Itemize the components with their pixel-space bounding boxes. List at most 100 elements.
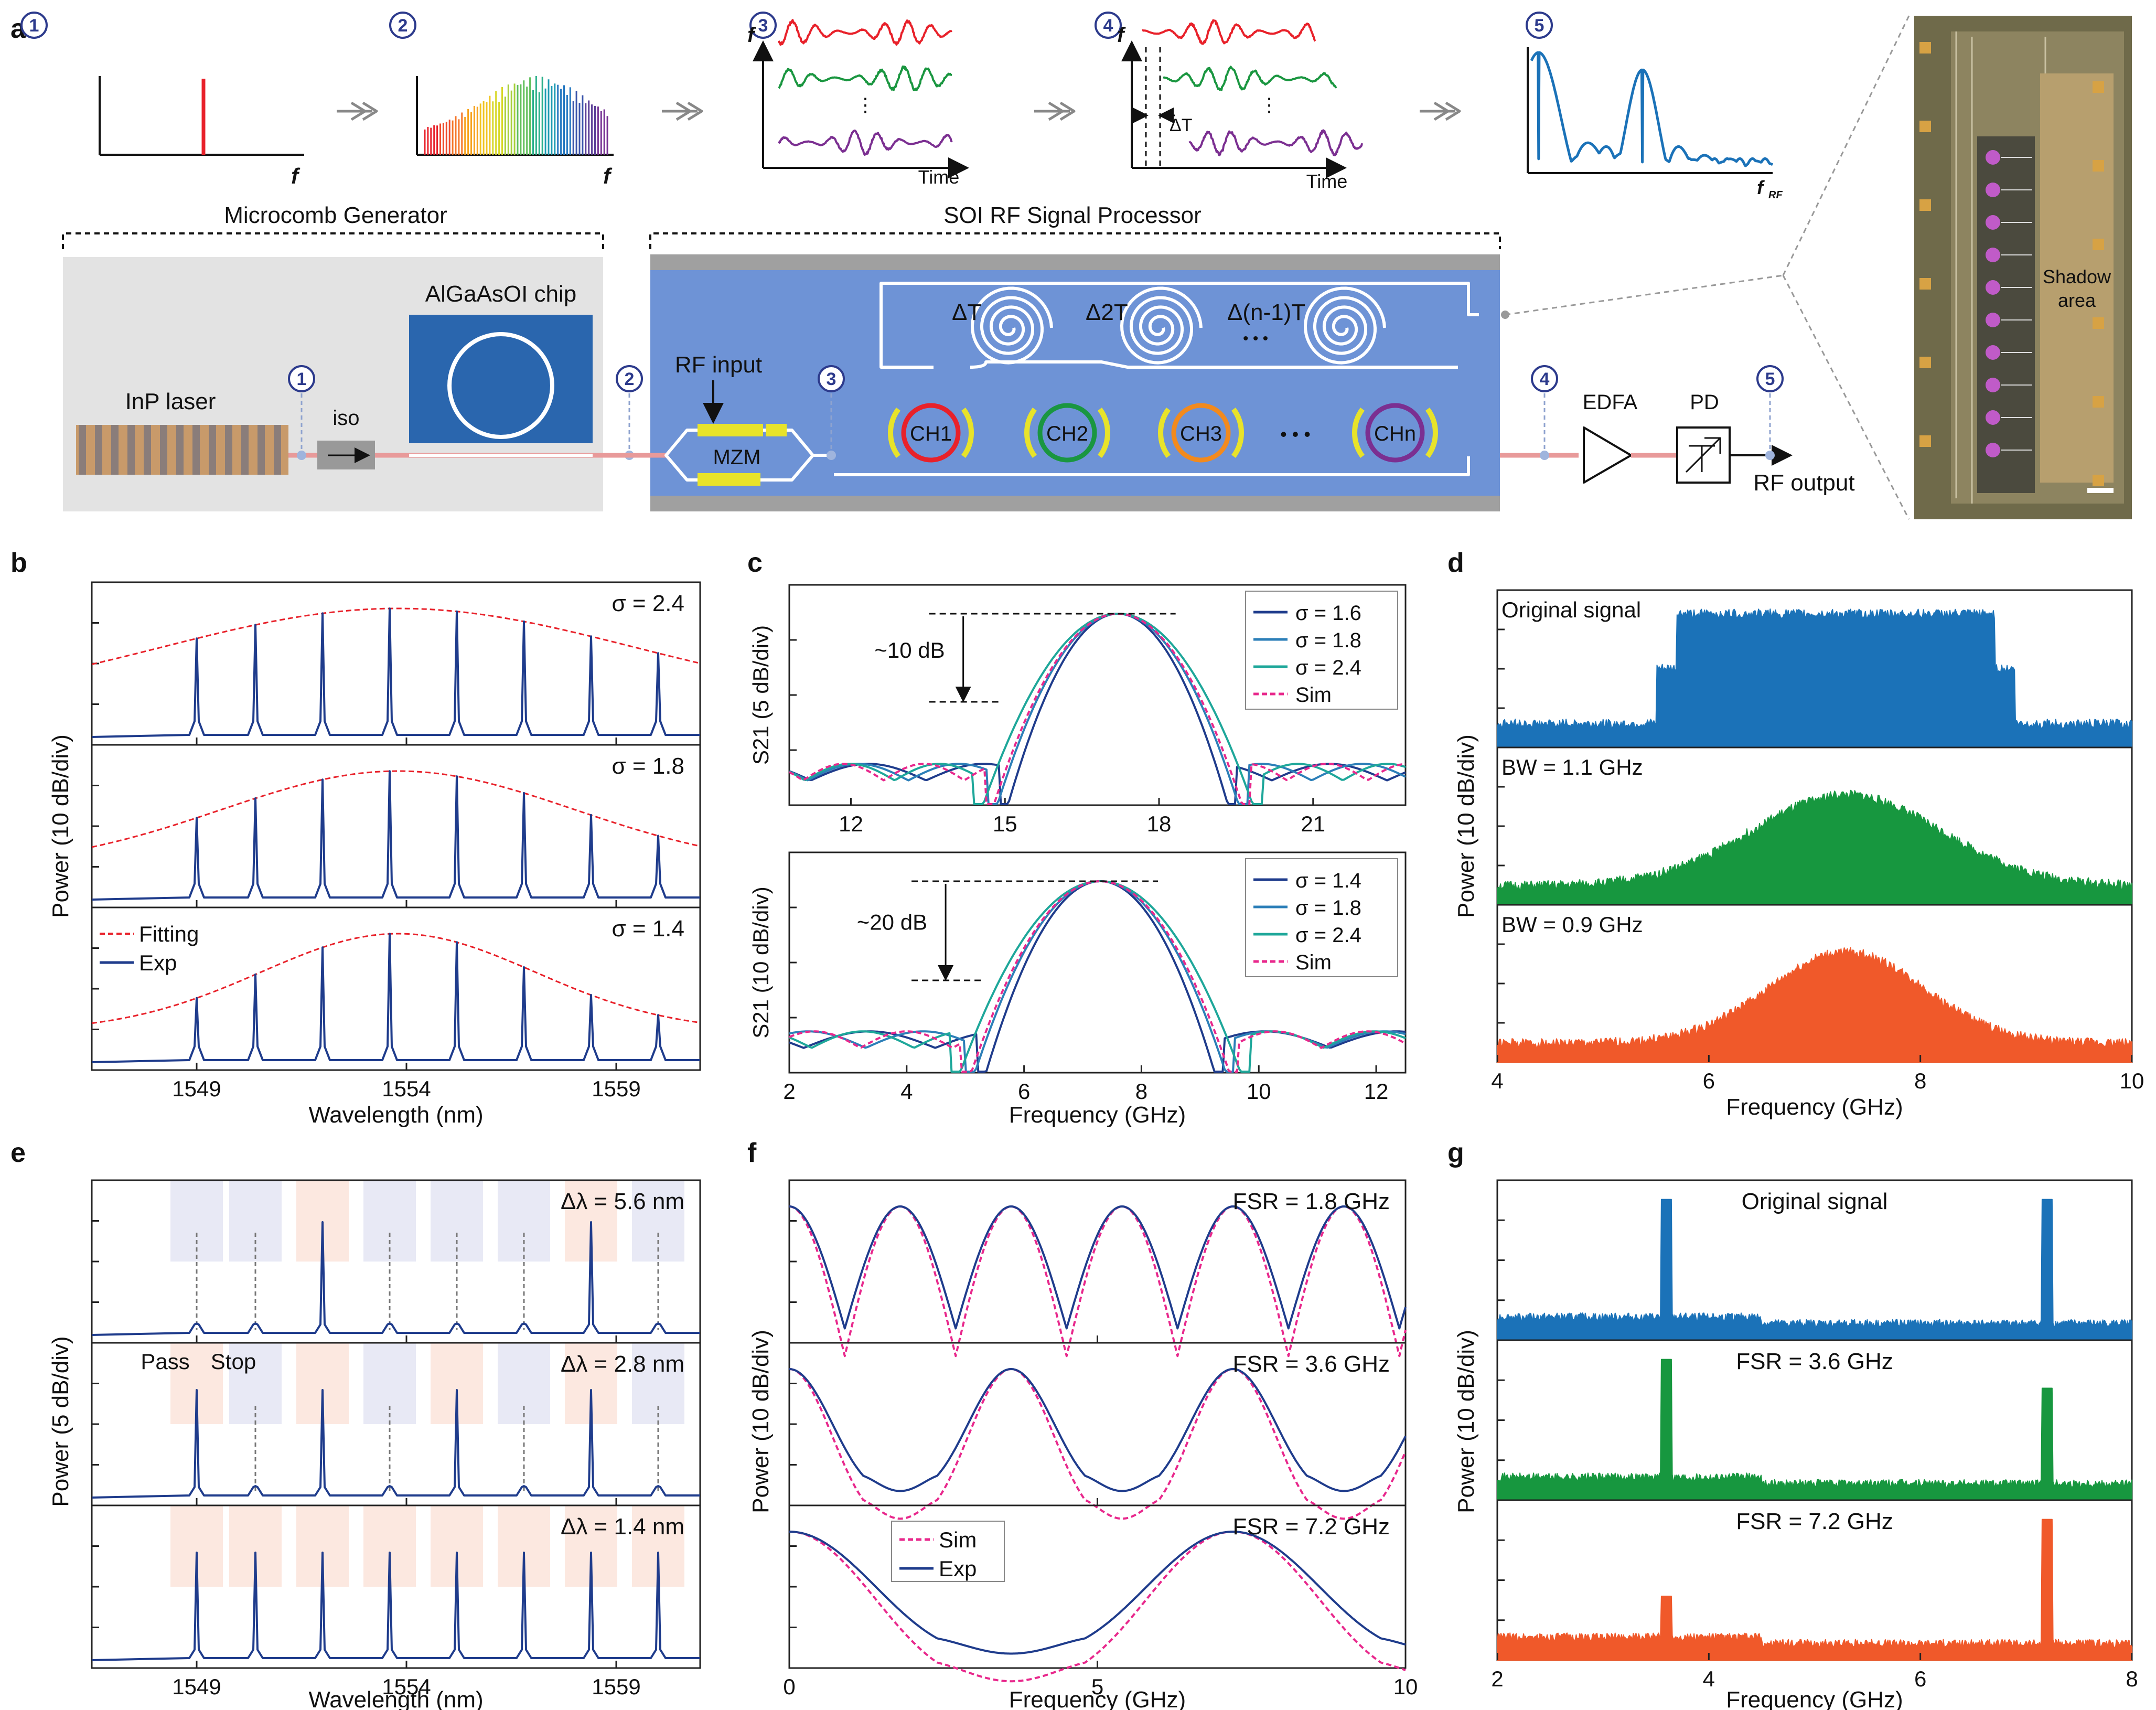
g-label-3: FSR = 7.2 GHz	[1736, 1509, 1893, 1534]
panel-label-b: b	[10, 548, 27, 578]
c-legend-label-1-1: σ = 1.6	[1295, 602, 1361, 625]
step4-f-label: f	[1117, 24, 1126, 47]
heater-right-3	[1231, 408, 1244, 458]
inp-laser-stripe	[241, 425, 249, 475]
step4-time-label: Time	[1306, 170, 1348, 192]
g-bottom-ticklabel: 6	[1914, 1666, 1926, 1691]
zoom-point	[1501, 311, 1509, 319]
f-label-1: FSR = 1.8 GHz	[1232, 1189, 1390, 1214]
step5-frf-sub: RF	[1768, 189, 1783, 201]
mzm-electrode-1	[698, 424, 763, 436]
probe-step-4	[1531, 365, 1558, 392]
f-curve-1-sim	[789, 1205, 1407, 1358]
rf-input-label: RF input	[675, 352, 762, 378]
b-bottom-ticklabel: 1554	[382, 1076, 431, 1101]
b-bottom-ticklabel: 1559	[592, 1076, 640, 1101]
step1-f-label: f	[291, 164, 301, 188]
e-shade-stop	[229, 1343, 282, 1424]
d-spectrum-2	[1497, 789, 2132, 905]
step4-wave-green	[1163, 66, 1337, 91]
micrograph-ring	[1986, 443, 2000, 457]
micrograph-ring	[1986, 378, 2000, 392]
delay-label-2: Δ2T	[1086, 300, 1128, 325]
micrograph-pad	[2093, 239, 2104, 250]
inp-laser-stripe	[79, 425, 86, 475]
inp-laser-stripe	[274, 425, 281, 475]
flow-arrow-4-b	[1445, 101, 1461, 121]
probe-step-1-label: 1	[297, 369, 307, 389]
b-exp-spectrum-2	[91, 770, 700, 901]
g-label-1: Original signal	[1742, 1189, 1888, 1214]
step5-rf-response	[1530, 51, 1774, 167]
c-curve-2-4	[789, 880, 1406, 1073]
d-label-3: BW = 0.9 GHz	[1501, 912, 1643, 937]
channel-ring-3	[1171, 403, 1231, 463]
microcomb-bracket	[62, 232, 604, 249]
c-2-ticklabel: 6	[1018, 1079, 1030, 1104]
e-spectrum-2	[91, 1389, 700, 1499]
d-bottom-ticklabel: 4	[1491, 1068, 1503, 1093]
f-legend-exp: Exp	[939, 1556, 977, 1581]
panel-label-d: d	[1447, 548, 1464, 578]
b-exp-spectrum-3	[91, 933, 700, 1063]
step4-wave-purple	[1188, 129, 1363, 156]
e-shade-stop	[632, 1343, 684, 1424]
f-ylabel: Power (10 dB/div)	[748, 1330, 774, 1513]
g-spectrum-3	[1497, 1519, 2132, 1661]
g-bottom-ticklabel: 8	[2126, 1666, 2138, 1691]
micrograph-pad	[1919, 435, 1931, 447]
micrograph-ring	[1986, 280, 2000, 295]
c-2-ticklabel: 12	[1364, 1079, 1389, 1104]
b-sigma-label-3: σ = 1.4	[612, 916, 684, 942]
g-label-2: FSR = 3.6 GHz	[1736, 1349, 1893, 1374]
micrograph-ring	[1986, 313, 2000, 327]
b-legend-fit: Fitting	[139, 922, 199, 946]
step4-wave-red	[1142, 19, 1316, 45]
b-fit-curve-2	[91, 770, 701, 848]
b-ylabel: Power (10 dB/div)	[48, 734, 73, 918]
e-shade-stop	[363, 1343, 416, 1424]
spiral-delay-3	[1304, 286, 1386, 365]
inp-laser-stripe	[209, 425, 216, 475]
panel-label-c: c	[747, 548, 763, 578]
micrograph-pad	[1919, 42, 1931, 54]
panel-label-f: f	[747, 1138, 757, 1168]
inp-laser-stripe	[176, 425, 184, 475]
f-legend-box	[891, 1521, 1005, 1582]
b-xlabel: Wavelength (nm)	[308, 1102, 483, 1128]
e-stop-label: Stop	[211, 1349, 256, 1374]
c-legend-label-1-4: Sim	[1295, 683, 1332, 707]
b-sigma-label-1: σ = 2.4	[612, 591, 684, 616]
flow-arrow-2-b	[687, 101, 703, 121]
b-fit-curve-3	[91, 933, 701, 1024]
micrograph-pad	[2093, 81, 2104, 93]
g-bottom-ticklabel: 2	[1491, 1666, 1503, 1691]
heater-right-1	[961, 408, 974, 458]
probe-step-4-label: 4	[1540, 369, 1550, 389]
step-circle-3-label: 3	[758, 16, 768, 36]
c-legend-label-1-3: σ = 2.4	[1295, 656, 1361, 679]
c-1-ticklabel: 12	[839, 811, 863, 836]
probe-step-2-label: 2	[625, 369, 635, 389]
c-legend-label-2-4: Sim	[1295, 951, 1332, 974]
channel-ring-1	[901, 403, 961, 463]
spiral-delay-2	[1120, 286, 1203, 365]
step-circle-5-label: 5	[1535, 16, 1544, 36]
e-ylabel: Power (5 dB/div)	[48, 1336, 73, 1506]
inp-laser-stripe	[225, 425, 232, 475]
inp-laser-stripe	[144, 425, 151, 475]
d-bottom-ticklabel: 8	[1914, 1068, 1926, 1093]
micrograph-pad	[2093, 160, 2104, 172]
c-2-ticklabel: 8	[1135, 1079, 1147, 1104]
step-circle-2	[389, 12, 416, 39]
f-xlabel: Frequency (GHz)	[1009, 1687, 1186, 1710]
f-curve-2-exp	[789, 1368, 1407, 1492]
step-circle-4	[1095, 12, 1122, 39]
channel-label-4: CHn	[1374, 422, 1416, 445]
micrograph-pad	[1919, 357, 1931, 368]
heater-left-4	[1352, 408, 1365, 458]
inp-laser-stripe	[258, 425, 265, 475]
soi-box	[650, 254, 1500, 511]
c-legend-label-2-2: σ = 1.8	[1295, 896, 1361, 920]
e-pass-label: Pass	[141, 1349, 189, 1374]
